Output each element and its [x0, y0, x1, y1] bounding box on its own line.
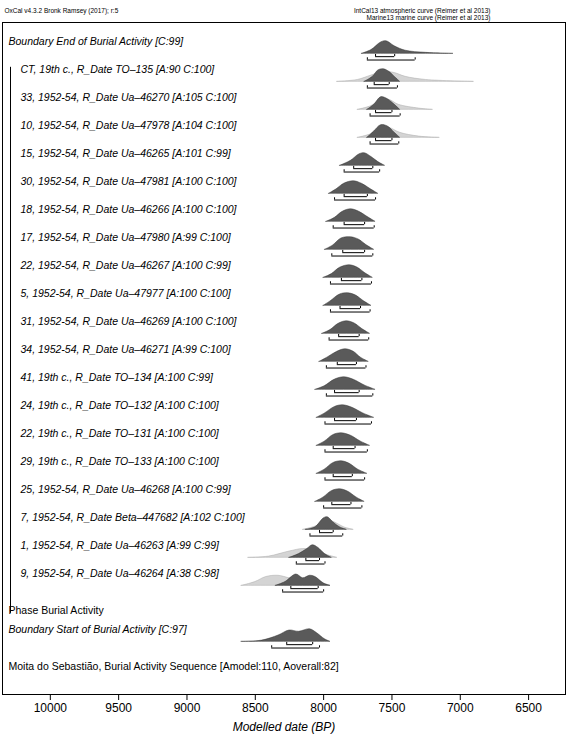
svg-text:5, 1952-54, R_Date Ua–47977 [A: 5, 1952-54, R_Date Ua–47977 [A:100 C:100…	[21, 287, 232, 299]
svg-text:10000: 10000	[34, 701, 68, 715]
svg-text:OxCal v4.3.2 Bronk Ramsey (201: OxCal v4.3.2 Bronk Ramsey (2017); r:5	[5, 7, 119, 15]
svg-text:7500: 7500	[379, 701, 406, 715]
svg-text:41, 19th c., R_Date TO–134 [A:: 41, 19th c., R_Date TO–134 [A:100 C:99]	[21, 371, 215, 383]
svg-text:34, 1952-54, R_Date Ua–46271 [: 34, 1952-54, R_Date Ua–46271 [A:99 C:100…	[21, 343, 232, 355]
svg-text:30, 1952-54, R_Date Ua–47981 [: 30, 1952-54, R_Date Ua–47981 [A:100 C:10…	[21, 175, 238, 187]
svg-text:Boundary End of Burial Activit: Boundary End of Burial Activity [C:99]	[9, 35, 185, 47]
svg-text:9500: 9500	[105, 701, 132, 715]
svg-text:31, 1952-54, R_Date Ua–46269 [: 31, 1952-54, R_Date Ua–46269 [A:100 C:10…	[21, 315, 238, 327]
svg-text:IntCal13 atmospheric curve (Re: IntCal13 atmospheric curve (Reimer et al…	[354, 7, 491, 22]
svg-text:6500: 6500	[515, 701, 542, 715]
svg-text:Boundary Start of Burial Activ: Boundary Start of Burial Activity [C:97]	[9, 623, 188, 635]
svg-text:8000: 8000	[310, 701, 337, 715]
svg-text:25, 1952-54, R_Date Ua–46268 [: 25, 1952-54, R_Date Ua–46268 [A:100 C:99…	[20, 483, 232, 495]
svg-text:15, 1952-54, R_Date Ua–46265 [: 15, 1952-54, R_Date Ua–46265 [A:101 C:99…	[21, 147, 232, 159]
svg-text:9000: 9000	[174, 701, 201, 715]
svg-text:8500: 8500	[242, 701, 269, 715]
svg-text:Modelled date (BP): Modelled date (BP)	[233, 720, 336, 734]
svg-text:10, 1952-54, R_Date Ua–47978 [: 10, 1952-54, R_Date Ua–47978 [A:104 C:10…	[21, 119, 238, 131]
svg-text:9, 1952-54, R_Date Ua–46264 [A: 9, 1952-54, R_Date Ua–46264 [A:38 C:98]	[21, 567, 221, 579]
svg-text:29, 19th c., R_Date TO–133 [A:: 29, 19th c., R_Date TO–133 [A:100 C:100]	[20, 455, 220, 467]
svg-text:Moita do Sebastião, Burial Act: Moita do Sebastião, Burial Activity Sequ…	[9, 660, 339, 672]
svg-text:33, 1952-54, R_Date Ua–46270 [: 33, 1952-54, R_Date Ua–46270 [A:105 C:10…	[21, 91, 238, 103]
svg-text:22, 19th c., R_Date TO–131 [A:: 22, 19th c., R_Date TO–131 [A:100 C:100]	[20, 427, 220, 439]
svg-text:7000: 7000	[447, 701, 474, 715]
svg-text:24, 19th c., R_Date TO–132 [A:: 24, 19th c., R_Date TO–132 [A:100 C:100]	[20, 399, 220, 411]
svg-text:Phase Burial Activity: Phase Burial Activity	[9, 604, 105, 616]
svg-text:22, 1952-54, R_Date Ua–46267 [: 22, 1952-54, R_Date Ua–46267 [A:100 C:99…	[20, 259, 232, 271]
svg-text:18, 1952-54, R_Date Ua–46266 [: 18, 1952-54, R_Date Ua–46266 [A:100 C:10…	[21, 203, 238, 215]
svg-text:17, 1952-54, R_Date Ua–47980 [: 17, 1952-54, R_Date Ua–47980 [A:99 C:100…	[21, 231, 232, 243]
svg-text:7, 1952-54, R_Date Beta–447682: 7, 1952-54, R_Date Beta–447682 [A:102 C:…	[21, 511, 246, 523]
svg-text:CT, 19th c., R_Date TO–135 [A:: CT, 19th c., R_Date TO–135 [A:90 C:100]	[21, 63, 216, 75]
svg-text:1, 1952-54, R_Date Ua–46263 [A: 1, 1952-54, R_Date Ua–46263 [A:99 C:99]	[21, 539, 221, 551]
